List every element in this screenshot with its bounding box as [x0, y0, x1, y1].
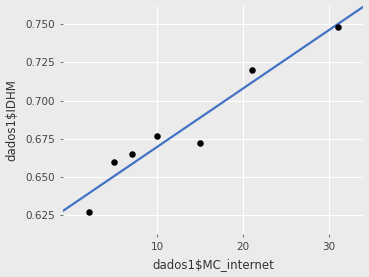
- Point: [249, 68, 255, 72]
- Point: [197, 141, 203, 146]
- Point: [111, 160, 117, 164]
- Y-axis label: dados1$IDHM: dados1$IDHM: [6, 79, 18, 161]
- Point: [86, 210, 92, 215]
- Point: [129, 152, 135, 157]
- Point: [154, 134, 160, 138]
- X-axis label: dados1$MC_internet: dados1$MC_internet: [152, 258, 274, 271]
- Point: [335, 25, 341, 29]
